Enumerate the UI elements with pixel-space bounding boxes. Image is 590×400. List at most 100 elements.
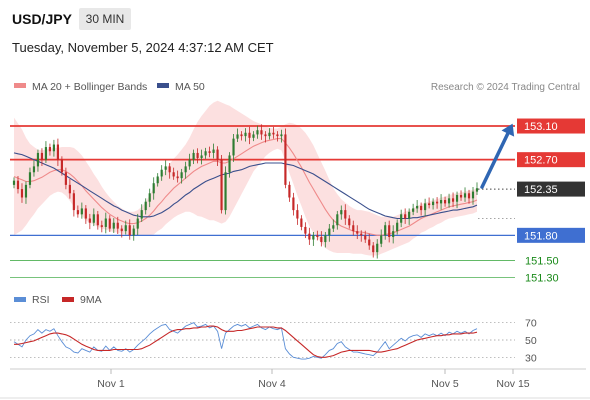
candle-body: [140, 210, 143, 219]
resistance-tag: [517, 118, 585, 134]
candle-body: [40, 152, 44, 160]
candle-body: [256, 130, 259, 135]
rsi-tick-label: 50: [525, 335, 537, 347]
candle-body: [60, 159, 63, 173]
candle-body: [132, 228, 135, 236]
candle-body: [344, 210, 347, 219]
candle-body: [52, 144, 56, 152]
candle-body: [24, 184, 28, 198]
candle-body: [236, 134, 239, 139]
candle-body: [184, 166, 187, 173]
candle-body: [432, 201, 435, 206]
candle-body: [360, 233, 363, 236]
candle-body: [400, 214, 403, 223]
candle-body: [376, 243, 379, 253]
rsi-ma-line: [14, 325, 478, 358]
moving-averages: [13, 138, 478, 236]
candle-body: [204, 151, 207, 156]
candle-body: [32, 166, 36, 173]
candle-body: [168, 166, 171, 173]
bollinger-band: [14, 100, 477, 256]
candle-body: [404, 214, 407, 219]
ma20-legend-label: MA 20 + Bollinger Bands: [32, 81, 147, 93]
candle-body: [372, 245, 375, 253]
candle-body: [380, 235, 383, 244]
candle-body: [120, 228, 123, 232]
candle-body: [467, 193, 471, 199]
candle-body: [412, 208, 415, 212]
candle-body: [112, 222, 115, 229]
candle-body: [12, 180, 16, 185]
candle-body: [240, 134, 243, 137]
candle-body: [296, 210, 299, 219]
candle-body: [104, 218, 107, 227]
candle-body: [364, 235, 367, 240]
candle-body: [435, 201, 439, 204]
candle-body: [152, 183, 155, 194]
bollinger-band-area: [14, 100, 477, 256]
candle-body: [420, 205, 423, 211]
candle-body: [220, 159, 223, 211]
candle-body: [459, 194, 463, 198]
candle-body: [172, 172, 175, 177]
candle-body: [320, 237, 323, 243]
candle-body: [280, 134, 283, 137]
candle-body: [392, 231, 395, 238]
candle-body: [80, 208, 83, 215]
candle-body: [76, 210, 79, 215]
candle-body: [68, 184, 71, 194]
minor-level-label: 151.30: [525, 272, 559, 284]
candle-body: [128, 225, 131, 236]
candle-body: [88, 218, 91, 223]
candle-body: [260, 130, 263, 135]
candle-body: [304, 226, 307, 234]
candlesticks: [12, 124, 479, 259]
candle-body: [84, 208, 87, 219]
rsi-tick-label: 30: [525, 352, 537, 364]
candle-body: [428, 203, 431, 206]
candle-body: [324, 235, 327, 243]
rsi-ma-legend-label: 9MA: [80, 294, 102, 306]
candle-body: [316, 235, 319, 238]
timeframe-badge[interactable]: [79, 8, 131, 30]
current-price-tag: [517, 181, 585, 197]
candle-body: [416, 205, 419, 209]
resistance-tag-label: 153.10: [524, 121, 558, 133]
datetime-label: Tuesday, November 5, 2024 4:37:12 AM CET: [12, 40, 274, 55]
candle-body: [64, 172, 67, 185]
candle-body: [268, 132, 271, 137]
price-tags: 153.10 152.70 152.35 151.80 151.50 151.30: [517, 118, 585, 284]
x-tick-label: Nov 1: [97, 378, 125, 390]
candle-body: [276, 134, 279, 137]
arrow-head: [501, 123, 515, 137]
candle-body: [300, 218, 303, 227]
candle-body: [56, 144, 59, 160]
candle-body: [108, 218, 111, 229]
support-tag-label: 151.80: [524, 230, 558, 242]
candle-body: [36, 152, 40, 167]
candle-body: [164, 166, 167, 170]
candle-body: [228, 155, 231, 173]
rsi-tick-label: 70: [525, 318, 537, 330]
arrow-shaft: [480, 127, 512, 189]
x-axis: Nov 1 Nov 4 Nov 5 Nov 15: [97, 369, 530, 390]
candle-body: [312, 235, 315, 240]
candle-body: [424, 203, 427, 211]
candle-body: [216, 149, 219, 160]
candle-body: [475, 188, 479, 192]
candle-body: [396, 222, 399, 232]
minor-level-label: 151.50: [525, 256, 559, 268]
candle-body: [451, 198, 455, 202]
candle-body: [208, 151, 211, 153]
candle-body: [136, 218, 139, 229]
candle-body: [100, 225, 103, 227]
candle-body: [340, 210, 343, 215]
rsi-line: [13, 322, 478, 360]
ma50-legend-label: MA 50: [175, 81, 205, 93]
ma50-legend-swatch: [157, 83, 169, 88]
candle-body: [72, 193, 75, 211]
rsi-ma-legend-swatch: [62, 297, 74, 302]
candle-body: [124, 225, 127, 232]
candle-body: [156, 176, 159, 184]
